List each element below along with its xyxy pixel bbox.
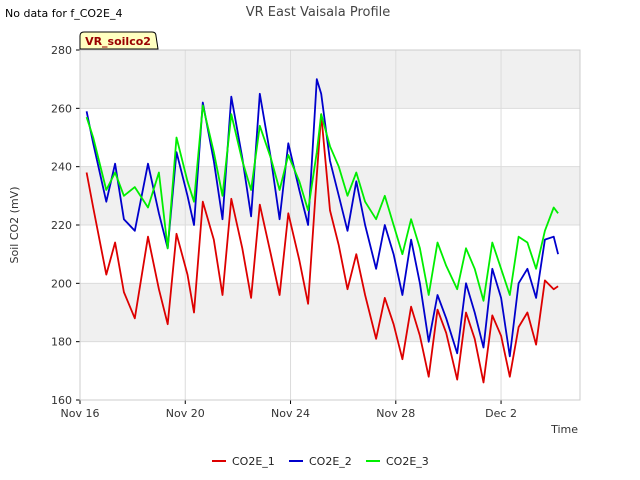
y-tick-label: 260 [51,102,72,115]
plot-frame [79,49,581,401]
y-tick-label: 220 [51,219,72,232]
y-axis-label: Soil CO2 (mV) [8,187,21,264]
y-tick-label: 200 [51,277,72,290]
no-data-note: No data for f_CO2E_4 [5,7,123,20]
x-tick-label: Nov 16 [61,407,100,420]
x-tick-label: Dec 2 [485,407,517,420]
y-tick-label: 160 [51,394,72,407]
x-tick-label: Nov 24 [271,407,310,420]
y-tick-label: 240 [51,161,72,174]
legend-label-co2e_1: CO2E_1 [232,455,275,468]
y-tick-label: 280 [51,44,72,57]
x-tick-label: Nov 28 [376,407,415,420]
y-tick-label: 180 [51,336,72,349]
site-badge-label: VR_soilco2 [85,35,151,48]
legend-label-co2e_3: CO2E_3 [386,455,429,468]
x-tick-label: Nov 20 [166,407,205,420]
legend-label-co2e_2: CO2E_2 [309,455,352,468]
x-axis-label: Time [550,423,578,436]
grid-band [80,50,580,109]
series-line-co2e_1 [85,113,559,384]
series-line-co2e_3 [85,104,559,302]
chart-title: VR East Vaisala Profile [246,5,391,20]
grid-band [80,283,580,342]
site-badge [79,31,159,50]
